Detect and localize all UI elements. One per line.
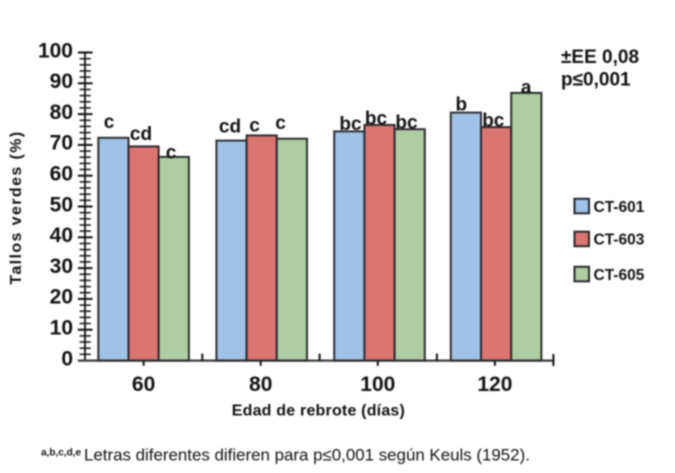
svg-text:Letras diferentes difieren par: Letras diferentes difieren para p≤0,001 … <box>84 446 530 465</box>
svg-text:30: 30 <box>50 255 73 278</box>
svg-text:c: c <box>249 115 260 136</box>
svg-text:CT-603: CT-603 <box>594 232 645 249</box>
svg-text:50: 50 <box>50 193 73 216</box>
svg-text:c: c <box>166 143 177 164</box>
svg-text:CT-601: CT-601 <box>594 199 645 216</box>
svg-text:80: 80 <box>249 373 272 396</box>
svg-text:p≤0,001: p≤0,001 <box>561 70 631 91</box>
svg-text:bc: bc <box>365 109 388 130</box>
svg-text:80: 80 <box>50 101 73 124</box>
svg-text:cd: cd <box>130 124 152 145</box>
svg-text:c: c <box>275 113 286 134</box>
svg-text:10: 10 <box>50 317 73 340</box>
svg-text:CT-605: CT-605 <box>594 267 645 284</box>
svg-text:90: 90 <box>50 70 73 93</box>
svg-text:a: a <box>521 78 532 99</box>
svg-text:bc: bc <box>482 111 505 132</box>
svg-text:bc: bc <box>339 114 362 135</box>
svg-text:0: 0 <box>61 347 73 370</box>
svg-text:±EE 0,08: ±EE 0,08 <box>561 47 639 68</box>
svg-text:Tallos verdes (%): Tallos verdes (%) <box>8 130 25 284</box>
svg-text:100: 100 <box>38 39 73 62</box>
svg-text:40: 40 <box>50 224 73 247</box>
svg-text:a,b,c,d,e: a,b,c,d,e <box>41 448 81 459</box>
svg-text:60: 60 <box>132 373 155 396</box>
svg-text:20: 20 <box>50 286 73 309</box>
svg-text:70: 70 <box>50 132 73 155</box>
svg-text:100: 100 <box>360 373 395 396</box>
svg-text:c: c <box>104 112 115 133</box>
svg-text:bc: bc <box>395 113 418 134</box>
svg-text:Edad de rebrote (días): Edad de rebrote (días) <box>232 403 405 420</box>
svg-text:60: 60 <box>50 163 73 186</box>
svg-text:b: b <box>455 95 467 116</box>
svg-text:cd: cd <box>219 116 241 137</box>
svg-text:120: 120 <box>477 373 512 396</box>
